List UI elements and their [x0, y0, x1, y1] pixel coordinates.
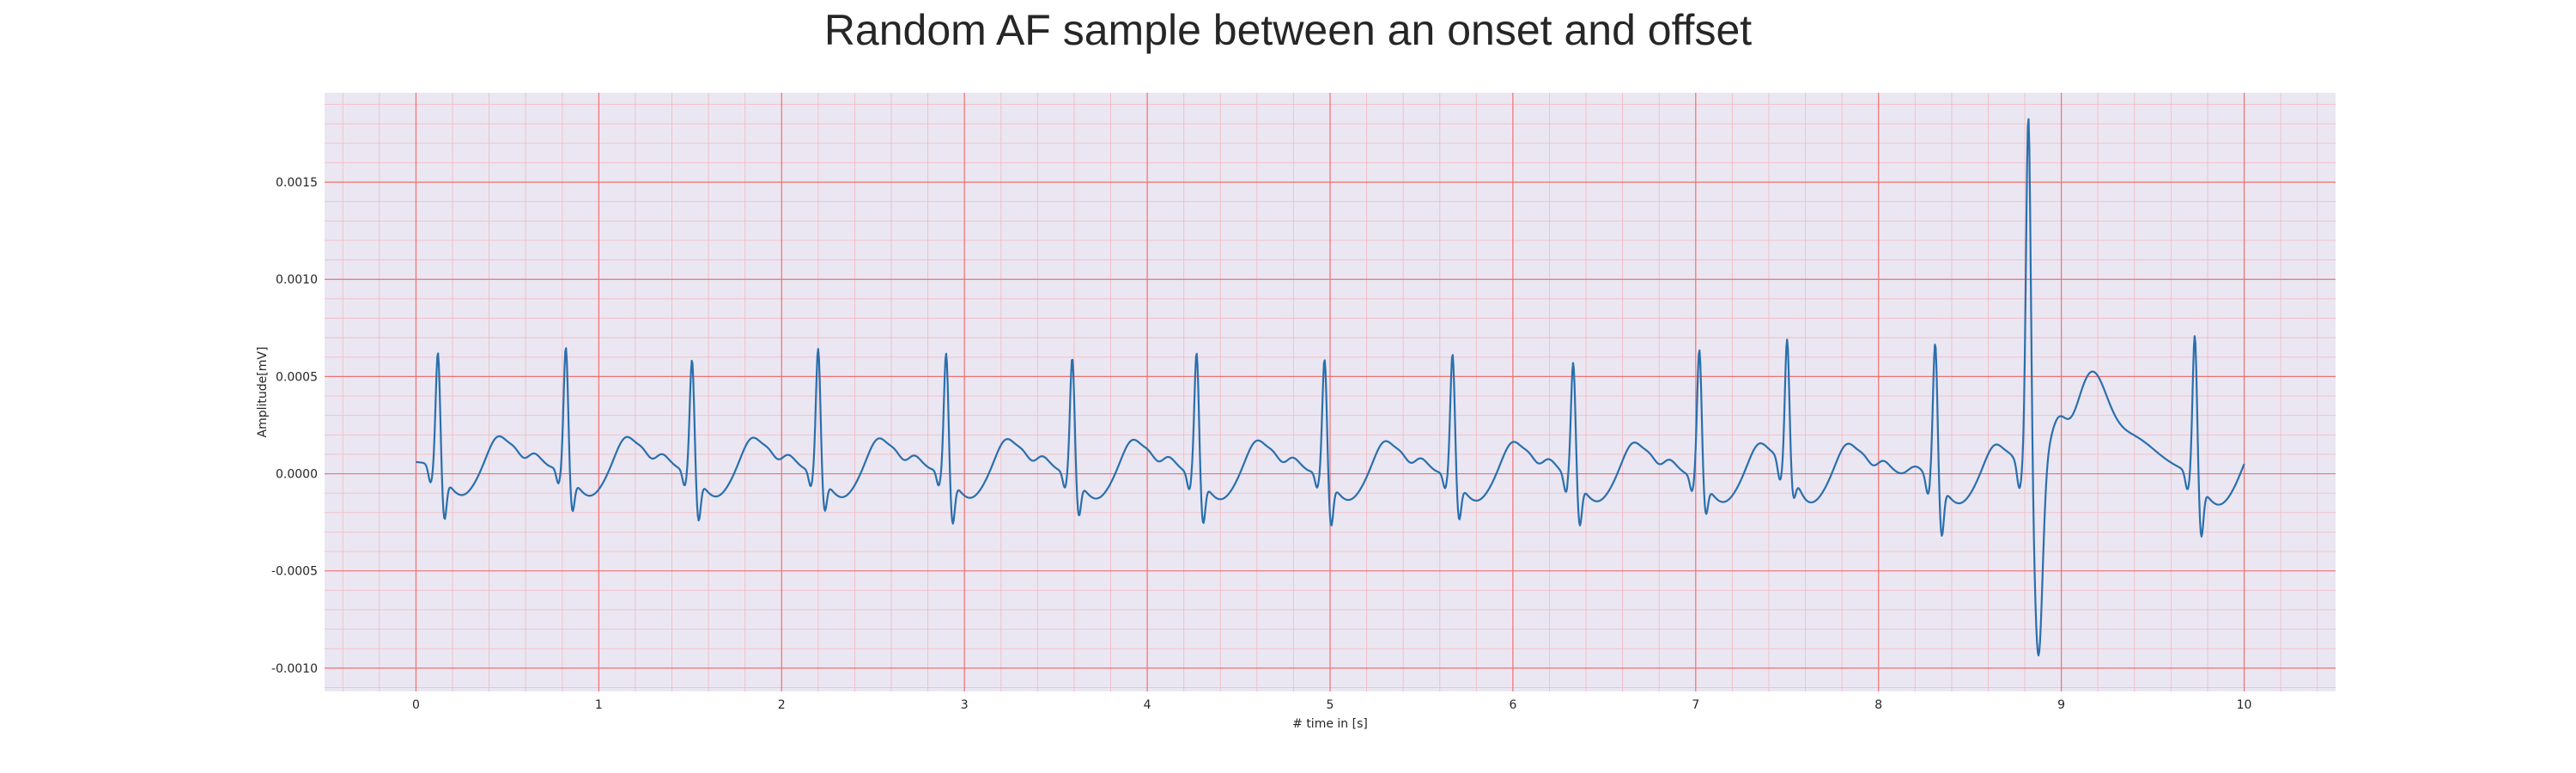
x-tick-label: 0: [412, 698, 420, 712]
y-tick-label: 0.0010: [276, 273, 318, 287]
x-tick-label: 8: [1874, 698, 1882, 712]
x-tick-label: 1: [595, 698, 603, 712]
x-tick-label: 3: [961, 698, 969, 712]
y-tick-label: 0.0005: [276, 370, 318, 384]
y-tick-label: -0.0010: [271, 662, 318, 676]
y-axis-label: Amplitude[mV]: [256, 347, 270, 438]
x-axis-label: # time in [s]: [1292, 717, 1368, 731]
x-tick-label: 10: [2237, 698, 2252, 712]
y-tick-labels: -0.0010 -0.0005 0.0000 0.0005 0.0010 0.0015: [271, 176, 318, 676]
ecg-series-line: [416, 118, 2245, 657]
x-tick-label: 9: [2057, 698, 2065, 712]
y-tick-label: 0.0000: [276, 468, 318, 482]
chart-title: Random AF sample between an onset and of…: [823, 6, 1753, 54]
x-tick-label: 2: [778, 698, 786, 712]
y-tick-label: 0.0015: [276, 176, 318, 190]
x-tick-label: 6: [1509, 698, 1516, 712]
x-tick-labels: 0 1 2 3 4 5 6 7 8 9 10: [412, 698, 2251, 712]
major-grid: [325, 93, 2336, 691]
x-tick-label: 7: [1692, 698, 1699, 712]
y-tick-label: -0.0005: [271, 565, 318, 579]
x-tick-label: 5: [1327, 698, 1334, 712]
x-tick-label: 4: [1144, 698, 1151, 712]
